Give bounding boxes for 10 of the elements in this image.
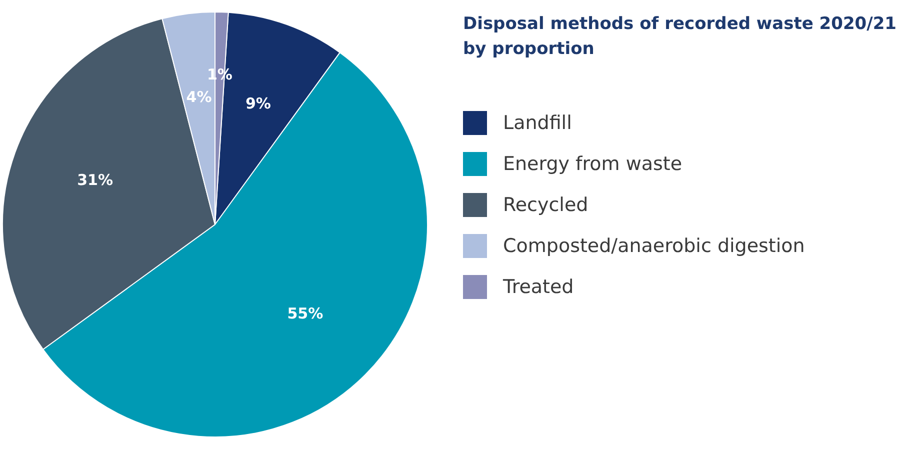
- text: Disposal methods of recorded waste 2020/21 by proportion: [463, 13, 898, 61]
- legend-label: Composted/anaerobic digestion: [503, 234, 805, 256]
- legend-label: Treated: [503, 276, 574, 298]
- data-label: 9%: [245, 94, 271, 112]
- data-label: 55%: [287, 304, 324, 323]
- legend-label: Energy from waste: [503, 152, 682, 174]
- data-label: 31%: [77, 171, 113, 190]
- legend-label: Landfill: [503, 112, 572, 134]
- legend-label: Recycled: [503, 194, 588, 216]
- data-label: 4%: [186, 88, 212, 106]
